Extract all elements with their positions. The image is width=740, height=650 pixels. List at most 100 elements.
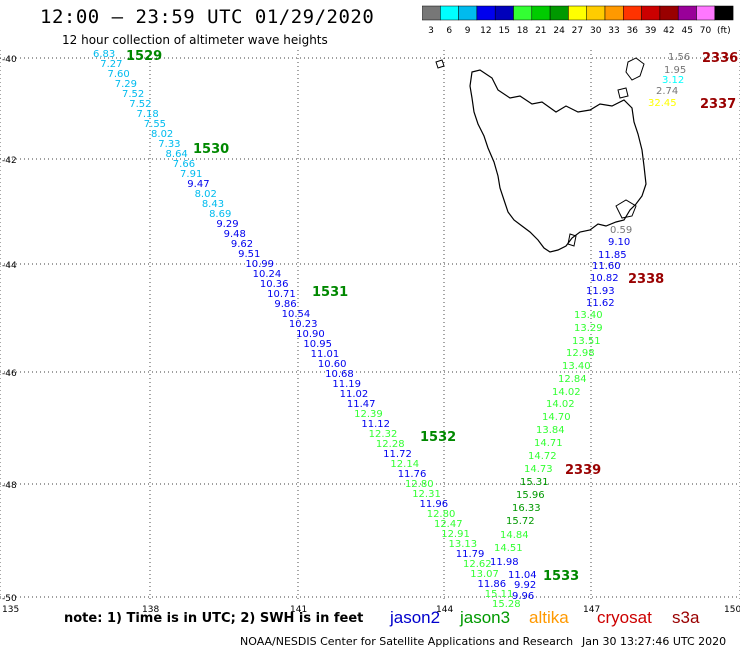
swh-value-label: 7.60 [108,69,130,80]
swh-value-label: 8.02 [151,129,173,140]
cape-barren-island [617,87,629,99]
swh-value-label: 6.83 [93,49,115,60]
swh-value-label: 7.52 [129,99,151,110]
swh-value-label: 12.62 [463,559,492,570]
swh-value-label: 8.43 [202,199,224,210]
swh-value-label: 10.54 [282,309,311,320]
swh-value-label: 7.66 [173,159,195,170]
color-swatch [714,5,734,21]
color-scale-label: 27 [572,26,583,36]
satellite-legend-cryosat: cryosat [597,608,652,627]
swh-value-label: 13.40 [562,361,591,372]
pass-time-label: 2339 [565,463,601,478]
swh-value-label: 13.13 [448,539,477,550]
swh-value-label: 11.86 [477,579,506,590]
satellite-legend-jason3: jason3 [460,608,511,627]
color-scale-label: 15 [498,26,509,36]
color-scale-label: (ft) [717,26,731,36]
lon-tick-label: 144 [436,605,453,615]
swh-value-label: 13.29 [574,323,603,334]
swh-value-label: 11.72 [383,449,412,460]
chart-subtitle: 12 hour collection of altimeter wave hei… [62,33,328,47]
swh-value-label: 15.72 [506,516,535,527]
color-scale-label: 24 [553,26,565,36]
swh-value-label: 10.95 [303,339,332,350]
pass-time-label: 1533 [543,569,579,584]
swh-value-label: 10.90 [296,329,325,340]
swh-value-label: 11.98 [490,557,519,568]
swh-value-label: 13.40 [574,310,603,321]
color-scale-label: 6 [446,26,452,36]
swh-value-label: 12.32 [369,429,398,440]
swh-value-label: 10.23 [289,319,318,330]
swh-value-label: 9.10 [608,237,630,248]
color-scale-label: 70 [700,26,712,36]
lat-tick-label: -48 [2,481,17,491]
swh-value-label: 14.84 [500,530,529,541]
swh-value-label: 11.01 [311,349,340,360]
swh-value-label: 9.92 [514,580,536,591]
swh-value-label: 8.02 [195,189,217,200]
swh-value-label: 12.28 [376,439,405,450]
lat-tick-label: -44 [2,261,17,271]
swh-value-label: 9.48 [224,229,246,240]
lat-tick-label: -40 [2,55,17,65]
swh-value-label: 12.84 [558,374,587,385]
swh-value-label: 9.96 [512,591,534,602]
swh-value-label: 11.04 [508,570,537,581]
pass-time-label: 1529 [126,49,162,64]
swh-value-label: 11.02 [340,389,369,400]
swh-value-label: 3.12 [662,75,684,86]
swh-value-label: 10.24 [253,269,282,280]
bruny-island [567,233,577,247]
swh-value-label: 13.84 [536,425,565,436]
swh-value-label: 1.95 [664,65,686,76]
color-scale-label: 21 [535,26,546,36]
swh-value-label: 10.82 [590,273,619,284]
color-scale-label: 9 [465,26,471,36]
tasmania-coastline [469,69,647,253]
color-scale-label: 33 [608,26,619,36]
swh-value-label: 11.12 [361,419,390,430]
swh-value-label: 11.60 [592,261,621,272]
color-scale-label: 12 [480,26,491,36]
swh-value-label: 7.29 [115,79,137,90]
swh-value-label: 12.14 [390,459,419,470]
swh-value-label: 15.31 [520,477,549,488]
color-scale-label: 36 [627,26,639,36]
pass-time-label: 2337 [700,97,736,112]
swh-value-label: 14.72 [528,451,557,462]
swh-value-label: 9.29 [216,219,238,230]
swh-value-label: 12.91 [441,529,470,540]
swh-value-label: 14.02 [552,387,581,398]
pass-time-label: 2336 [702,51,738,66]
swh-value-label: 7.33 [158,139,180,150]
swh-value-label: 8.69 [209,209,231,220]
swh-value-label: 14.70 [542,412,571,423]
swh-value-label: 11.85 [598,250,627,261]
swh-value-label: 14.02 [546,399,575,410]
swh-value-label: 7.27 [100,59,122,70]
track-a: 6.837.277.607.297.527.527.187.558.027.33… [93,49,579,610]
color-scale-label: 18 [517,26,529,36]
swh-value-label: 11.19 [332,379,361,390]
lon-tick-label: 150 [724,605,740,615]
pass-time-label: 1532 [420,430,456,445]
chart-title: 12:00 – 23:59 UTC 01/29/2020 [40,6,375,28]
swh-value-label: 0.59 [610,225,632,236]
satellite-legend-altika: altika [529,608,569,627]
swh-value-label: 16.33 [512,503,541,514]
lon-tick-label: 138 [142,605,159,615]
footer-credit: NOAA/NESDIS Center for Satellite Applica… [240,635,574,648]
swh-value-label: 8.64 [166,149,188,160]
swh-value-label: 10.36 [260,279,289,290]
swh-value-label: 14.73 [524,464,553,475]
swh-value-label: 12.80 [405,479,434,490]
swh-value-label: 12.80 [427,509,456,520]
satellite-legend-s3a: s3a [672,608,700,627]
tasman-peninsula [615,199,637,219]
swh-value-label: 12.39 [354,409,383,420]
swh-value-label: 9.86 [274,299,296,310]
color-scale-label: 39 [645,26,657,36]
